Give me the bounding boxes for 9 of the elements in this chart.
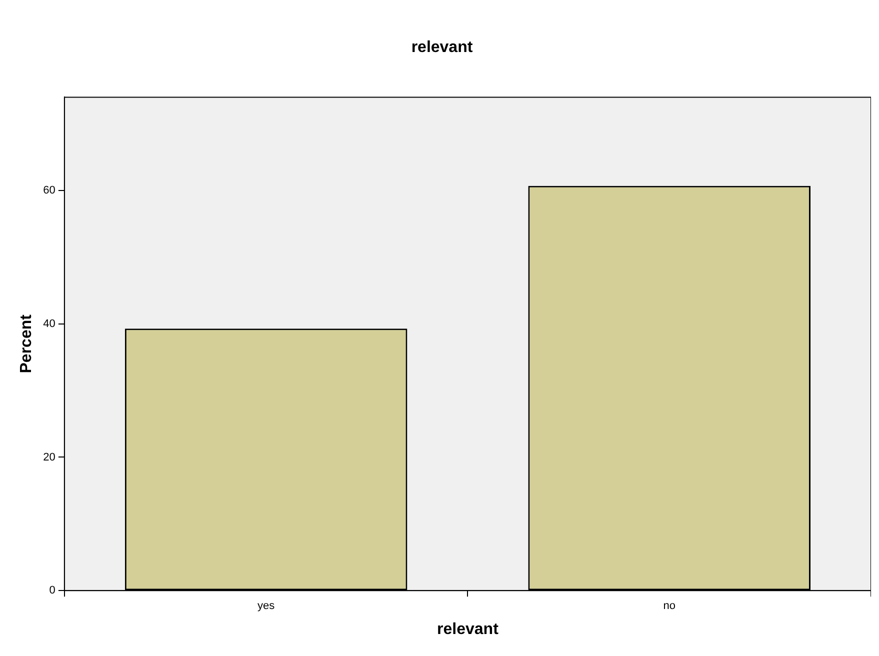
y-axis-title: Percent (18, 314, 36, 374)
y-tick-label: 20 (43, 451, 56, 464)
chart-title: relevant (411, 39, 474, 56)
x-axis-title: relevant (437, 620, 500, 638)
y-tick-label: 0 (49, 584, 56, 597)
y-tick-label: 60 (43, 184, 56, 197)
x-tick-label: no (663, 600, 676, 612)
x-tick-label: yes (258, 600, 276, 612)
y-tick-label: 40 (43, 318, 56, 330)
